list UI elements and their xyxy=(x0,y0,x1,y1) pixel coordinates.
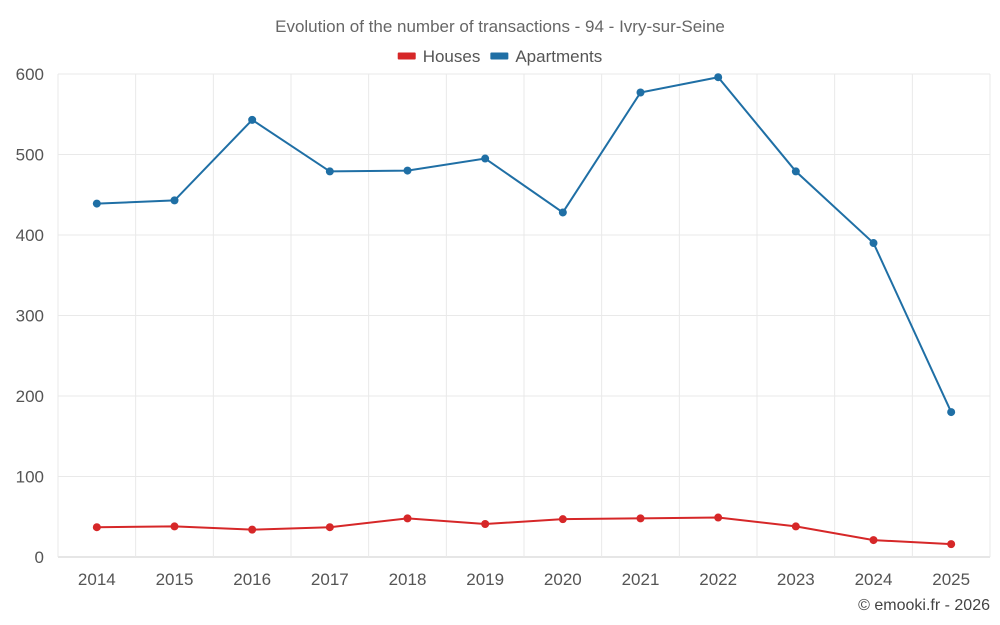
data-point-houses[interactable] xyxy=(170,522,179,531)
data-point-houses[interactable] xyxy=(636,514,645,523)
data-point-houses[interactable] xyxy=(403,514,412,523)
data-point-houses[interactable] xyxy=(869,536,878,545)
x-tick-label: 2014 xyxy=(78,570,116,589)
x-tick-label: 2018 xyxy=(389,570,427,589)
legend-label-apartments[interactable]: Apartments xyxy=(515,47,602,66)
data-point-apartments[interactable] xyxy=(636,88,645,97)
y-tick-label: 500 xyxy=(16,146,44,165)
x-tick-label: 2024 xyxy=(855,570,893,589)
data-point-houses[interactable] xyxy=(714,513,723,522)
data-point-houses[interactable] xyxy=(947,540,956,549)
data-point-apartments[interactable] xyxy=(947,408,956,417)
series-line-houses xyxy=(96,516,952,546)
x-tick-label: 2015 xyxy=(156,570,194,589)
data-point-apartments[interactable] xyxy=(248,115,257,124)
legend-label-houses[interactable]: Houses xyxy=(423,47,481,66)
x-tick-label: 2023 xyxy=(777,570,815,589)
data-point-houses[interactable] xyxy=(481,519,490,528)
x-tick-label: 2019 xyxy=(466,570,504,589)
y-tick-label: 100 xyxy=(16,468,44,487)
x-tick-label: 2016 xyxy=(233,570,271,589)
data-point-houses[interactable] xyxy=(92,523,101,532)
series-line-apartments xyxy=(96,76,953,413)
data-point-houses[interactable] xyxy=(248,525,257,534)
data-point-houses[interactable] xyxy=(558,515,567,524)
data-point-apartments[interactable] xyxy=(481,154,490,163)
x-tick-label: 2022 xyxy=(699,570,737,589)
y-tick-label: 300 xyxy=(16,307,44,326)
legend-swatch-houses[interactable] xyxy=(397,52,416,60)
y-axis: 0 100 200 300 400 500 600 xyxy=(16,65,44,567)
data-point-houses[interactable] xyxy=(325,523,334,532)
series-houses xyxy=(92,513,956,549)
data-point-apartments[interactable] xyxy=(325,167,334,176)
y-tick-label: 0 xyxy=(35,548,44,567)
y-tick-label: 200 xyxy=(16,387,44,406)
data-point-apartments[interactable] xyxy=(558,208,567,217)
data-point-apartments[interactable] xyxy=(869,239,878,248)
series-apartments xyxy=(92,73,956,417)
data-point-apartments[interactable] xyxy=(714,73,723,82)
x-tick-label: 2025 xyxy=(932,570,970,589)
chart-title: Evolution of the number of transactions … xyxy=(275,17,725,36)
x-tick-label: 2020 xyxy=(544,570,582,589)
grid xyxy=(57,73,991,558)
data-point-apartments[interactable] xyxy=(92,199,101,208)
x-axis: 2014 2015 2016 2017 2018 2019 2020 2021 2022 2023… xyxy=(78,570,970,589)
series-layer xyxy=(92,73,956,549)
y-tick-label: 400 xyxy=(16,226,44,245)
y-tick-label: 600 xyxy=(16,65,44,84)
data-point-apartments[interactable] xyxy=(170,196,179,205)
x-tick-label: 2021 xyxy=(622,570,660,589)
legend: Houses Apartments xyxy=(397,47,602,66)
data-point-apartments[interactable] xyxy=(791,167,800,176)
data-point-houses[interactable] xyxy=(791,522,800,531)
legend-swatch-apartments[interactable] xyxy=(490,52,509,60)
data-point-apartments[interactable] xyxy=(403,166,412,175)
credit-text: © emooki.fr - 2026 xyxy=(858,597,990,614)
x-tick-label: 2017 xyxy=(311,570,349,589)
